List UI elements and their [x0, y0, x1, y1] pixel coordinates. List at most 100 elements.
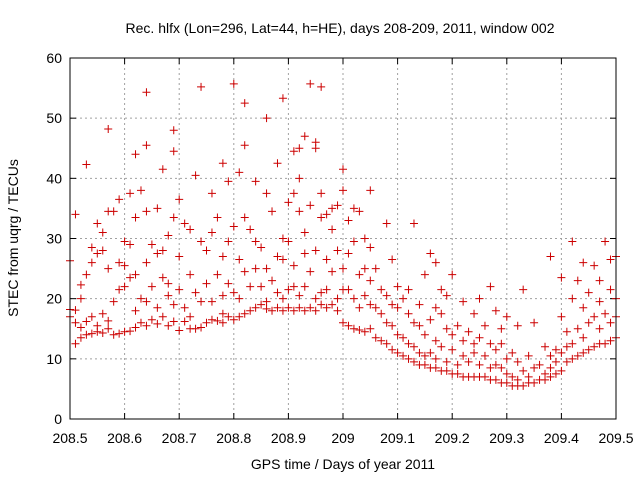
data-point	[562, 327, 571, 336]
data-point	[590, 312, 599, 321]
x-tick-label: 208.5	[52, 430, 87, 446]
data-point	[224, 237, 233, 246]
data-point	[601, 339, 610, 348]
data-point	[579, 258, 588, 267]
data-point	[131, 270, 140, 279]
data-point	[388, 321, 397, 330]
data-point	[355, 325, 364, 334]
data-point	[142, 141, 151, 150]
data-point	[295, 207, 304, 216]
data-point	[584, 288, 593, 297]
data-point	[349, 237, 358, 246]
data-point	[273, 252, 282, 261]
data-point	[497, 363, 506, 372]
data-point	[87, 329, 96, 338]
y-tick-label: 30	[46, 231, 62, 247]
data-point	[306, 201, 315, 210]
chart-title: Rec. hlfx (Lon=296, Lat=44, h=HE), days …	[126, 20, 555, 36]
data-point	[120, 327, 129, 336]
data-point	[295, 303, 304, 312]
data-point	[186, 225, 195, 234]
data-point	[278, 255, 287, 264]
y-tick-label: 60	[46, 50, 62, 66]
data-point	[82, 330, 91, 339]
data-point	[191, 288, 200, 297]
data-point	[115, 195, 124, 204]
data-point	[339, 186, 347, 195]
data-point	[568, 294, 577, 303]
data-point	[409, 357, 418, 366]
data-point	[371, 264, 380, 273]
y-tick-label: 20	[46, 291, 62, 307]
data-point	[115, 329, 124, 338]
data-point	[229, 315, 238, 324]
data-point	[98, 309, 107, 318]
data-point	[235, 294, 244, 303]
data-point	[158, 246, 167, 255]
data-point	[393, 348, 402, 357]
data-point	[273, 159, 282, 168]
data-point	[349, 204, 358, 213]
data-point	[93, 219, 102, 228]
data-point	[131, 323, 140, 332]
data-point	[295, 291, 304, 300]
data-point	[377, 309, 386, 318]
data-point	[568, 237, 577, 246]
data-point	[186, 312, 195, 321]
data-point	[153, 303, 162, 312]
data-point	[147, 315, 156, 324]
data-point	[229, 288, 238, 297]
data-point	[300, 306, 309, 315]
data-point	[491, 360, 500, 369]
data-point	[169, 300, 178, 309]
data-point	[541, 369, 550, 378]
data-point	[453, 360, 462, 369]
data-point	[202, 279, 211, 288]
data-point	[371, 333, 380, 342]
data-point	[164, 321, 173, 330]
data-point	[480, 351, 489, 360]
data-point	[169, 317, 178, 326]
data-point	[606, 336, 615, 345]
y-tick-label: 0	[54, 411, 62, 427]
data-point	[284, 303, 293, 312]
data-point	[333, 246, 342, 255]
x-tick-label: 209.2	[435, 430, 470, 446]
data-point	[420, 270, 429, 279]
data-point	[426, 249, 435, 258]
data-point	[207, 228, 216, 237]
data-point	[120, 237, 129, 246]
data-point	[437, 285, 446, 294]
data-point	[513, 321, 522, 330]
data-point	[317, 300, 326, 309]
data-point	[147, 282, 156, 291]
data-point	[109, 297, 118, 306]
data-point	[306, 303, 315, 312]
data-point	[491, 375, 500, 384]
data-point	[142, 321, 151, 330]
data-point	[126, 240, 135, 249]
data-point	[606, 255, 615, 264]
data-point	[333, 294, 342, 303]
data-point	[300, 132, 309, 141]
data-point	[169, 126, 178, 135]
data-point	[175, 252, 184, 261]
data-point	[71, 306, 80, 315]
data-point	[218, 318, 227, 327]
plot-frame	[69, 57, 617, 420]
data-point	[366, 324, 375, 333]
y-tick-label: 10	[46, 351, 62, 367]
data-point	[601, 237, 610, 246]
data-point	[486, 339, 495, 348]
data-point	[513, 357, 522, 366]
data-point	[366, 300, 375, 309]
data-point	[524, 372, 533, 381]
data-point	[98, 246, 107, 255]
data-point	[366, 186, 375, 195]
y-axis-label: STEC from uqrg / TECUs	[5, 159, 21, 317]
data-point	[218, 159, 227, 168]
grid-lines	[70, 58, 616, 419]
data-point	[82, 317, 91, 326]
data-point	[349, 294, 358, 303]
